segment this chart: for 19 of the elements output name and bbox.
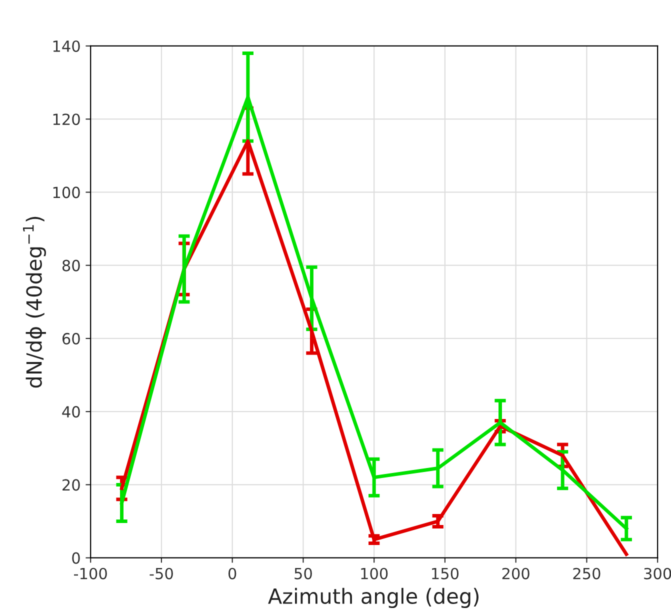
x-tick-label: -100: [74, 568, 107, 580]
y-tick-label: 80: [62, 260, 80, 272]
y-axis-title: dN/dϕ (40deg$^{−1}$): [23, 216, 46, 388]
y-tick-label: 140: [53, 40, 80, 52]
y-tick-label: 120: [53, 114, 80, 126]
x-tick-label: 300: [644, 568, 671, 580]
x-tick-label: 250: [573, 568, 600, 580]
x-tick-label: -50: [150, 568, 173, 580]
y-tick-label: 100: [53, 186, 80, 198]
y-tick-label: 60: [62, 332, 80, 344]
x-tick-label: 0: [228, 568, 236, 580]
y-tick-label: 40: [62, 406, 80, 418]
y-tick-label: 20: [62, 479, 80, 491]
x-tick-label: 150: [432, 568, 459, 580]
x-tick-label: 200: [502, 568, 530, 580]
x-tick-label: 50: [294, 568, 312, 580]
x-tick-label: 100: [361, 568, 388, 580]
x-axis-title: Azimuth angle (deg): [268, 588, 478, 608]
y-tick-label: 0: [72, 552, 80, 564]
